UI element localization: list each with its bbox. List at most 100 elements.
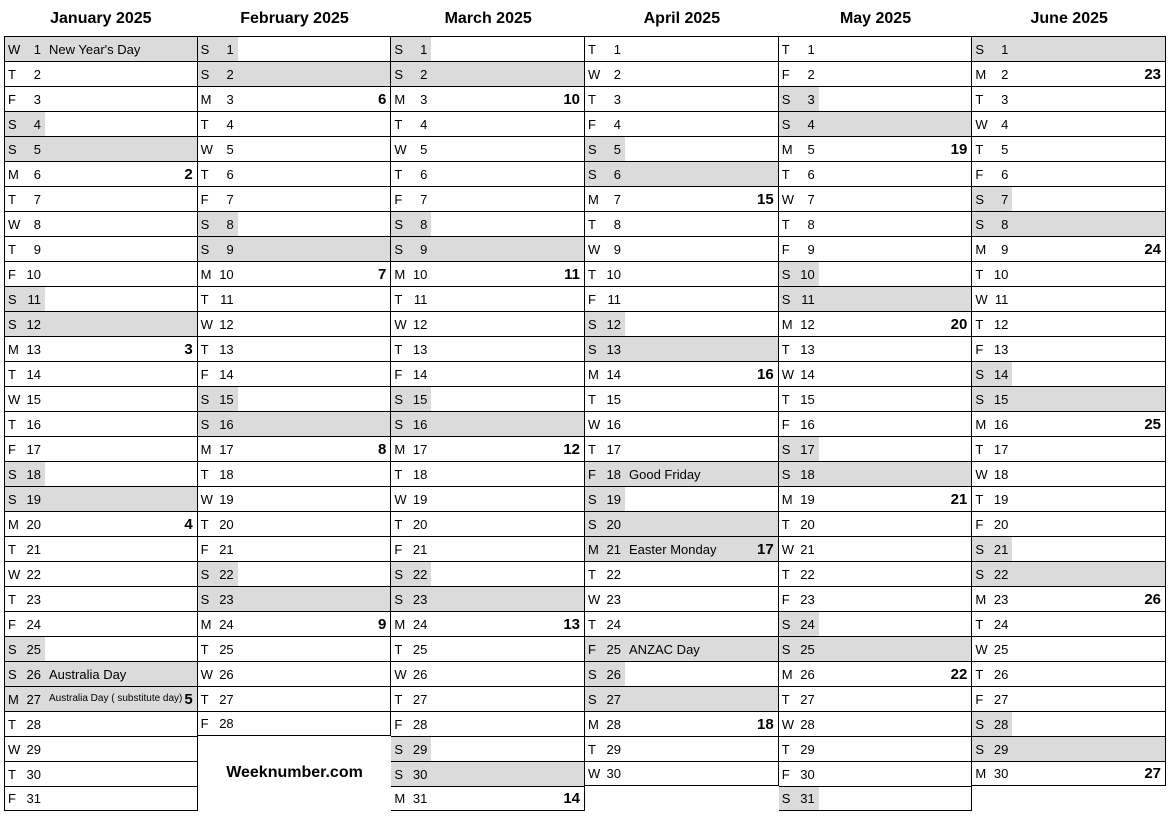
day-number: 19	[216, 492, 238, 507]
day-number: 30	[797, 767, 819, 782]
holiday-label: Easter Monday	[625, 543, 778, 556]
weekday-label: M	[972, 242, 990, 257]
month-header: June 2025	[972, 4, 1166, 36]
month-days: S1S2M36T4W5T6F7S8S9M107T11W12T13F14S15S1…	[198, 36, 392, 736]
day-cell: T21	[4, 536, 198, 561]
day-cell: M249	[198, 611, 392, 636]
day-cell: T8	[779, 211, 973, 236]
weekday-label: W	[972, 467, 990, 482]
day-cell: F31	[4, 786, 198, 811]
day-cell: T18	[391, 461, 585, 486]
weekday-label: M	[779, 142, 797, 157]
week-number: 9	[378, 616, 386, 633]
day-number: 27	[23, 692, 45, 707]
weekday-label: W	[5, 392, 23, 407]
day-number: 13	[23, 342, 45, 357]
day-number: 12	[23, 317, 45, 332]
day-cell: S29	[391, 736, 585, 761]
month-column: June 2025S1M223T3W4T5F6S7S8M924T10W11T12…	[972, 4, 1166, 811]
weekday-label: F	[391, 717, 409, 732]
day-cell: T15	[585, 386, 779, 411]
day-cell: T22	[779, 561, 973, 586]
month-days: T1W2T3F4S5S6M715T8W9T10F11S12S13M1416T15…	[585, 36, 779, 786]
day-number: 28	[990, 717, 1012, 732]
weekday-label: M	[972, 766, 990, 781]
day-cell: W29	[4, 736, 198, 761]
weekday-label: S	[391, 592, 409, 607]
day-cell: S18	[4, 461, 198, 486]
weekday-label: M	[972, 67, 990, 82]
week-number: 13	[563, 616, 580, 633]
day-number: 2	[603, 67, 625, 82]
day-cell: S2	[391, 61, 585, 86]
day-number: 19	[797, 492, 819, 507]
day-cell: W22	[4, 561, 198, 586]
day-cell: S26	[585, 661, 779, 686]
day-number: 20	[409, 517, 431, 532]
weekday-label: S	[585, 692, 603, 707]
day-number: 14	[23, 367, 45, 382]
week-number: 12	[563, 441, 580, 458]
day-number: 25	[797, 642, 819, 657]
day-cell: S25	[779, 636, 973, 661]
day-number: 27	[409, 692, 431, 707]
weekday-label: W	[779, 717, 797, 732]
weekday-label: F	[585, 292, 603, 307]
weekday-label: T	[5, 367, 23, 382]
weekday-label: M	[198, 442, 216, 457]
weekday-label: M	[198, 267, 216, 282]
day-cell: S25	[4, 636, 198, 661]
day-cell: M178	[198, 436, 392, 461]
day-number: 12	[990, 317, 1012, 332]
day-cell: F25ANZAC Day	[585, 636, 779, 661]
weekday-label: T	[972, 92, 990, 107]
day-number: 16	[797, 417, 819, 432]
day-cell: W12	[391, 311, 585, 336]
day-cell: S26Australia Day	[4, 661, 198, 686]
weekday-label: W	[198, 492, 216, 507]
day-cell: T17	[585, 436, 779, 461]
day-number: 8	[216, 217, 238, 232]
weekday-label: F	[198, 192, 216, 207]
weekday-label: F	[391, 542, 409, 557]
day-number: 23	[409, 592, 431, 607]
weekday-label: W	[585, 242, 603, 257]
day-cell: T20	[198, 511, 392, 536]
weekday-label: T	[391, 467, 409, 482]
week-number: 4	[184, 516, 192, 533]
day-cell: S11	[779, 286, 973, 311]
day-number: 14	[409, 367, 431, 382]
day-number: 30	[603, 766, 625, 781]
week-number: 18	[757, 716, 774, 733]
weekday-label: F	[972, 167, 990, 182]
day-cell: S20	[585, 511, 779, 536]
day-cell: T4	[198, 111, 392, 136]
weekday-label: M	[585, 717, 603, 732]
day-cell: F3	[4, 86, 198, 111]
weekday-label: M	[779, 317, 797, 332]
weekday-label: M	[5, 342, 23, 357]
weekday-label: T	[5, 417, 23, 432]
day-cell: T6	[391, 161, 585, 186]
day-number: 27	[216, 692, 238, 707]
weekday-label: S	[5, 317, 23, 332]
day-number: 20	[23, 517, 45, 532]
day-number: 25	[409, 642, 431, 657]
day-cell: M27Australia Day ( substitute day)5	[4, 686, 198, 711]
day-cell: F16	[779, 411, 973, 436]
weekday-label: T	[972, 267, 990, 282]
day-cell: M715	[585, 186, 779, 211]
day-cell: T6	[198, 161, 392, 186]
day-cell: M1011	[391, 261, 585, 286]
day-cell: T3	[585, 86, 779, 111]
week-number: 7	[378, 266, 386, 283]
day-number: 18	[23, 467, 45, 482]
weekday-label: S	[5, 467, 23, 482]
day-number: 14	[990, 367, 1012, 382]
weekday-label: T	[5, 717, 23, 732]
weekday-label: S	[5, 292, 23, 307]
day-cell: W7	[779, 186, 973, 211]
weekday-label: T	[585, 617, 603, 632]
day-cell: F28	[198, 711, 392, 736]
day-cell: S9	[391, 236, 585, 261]
